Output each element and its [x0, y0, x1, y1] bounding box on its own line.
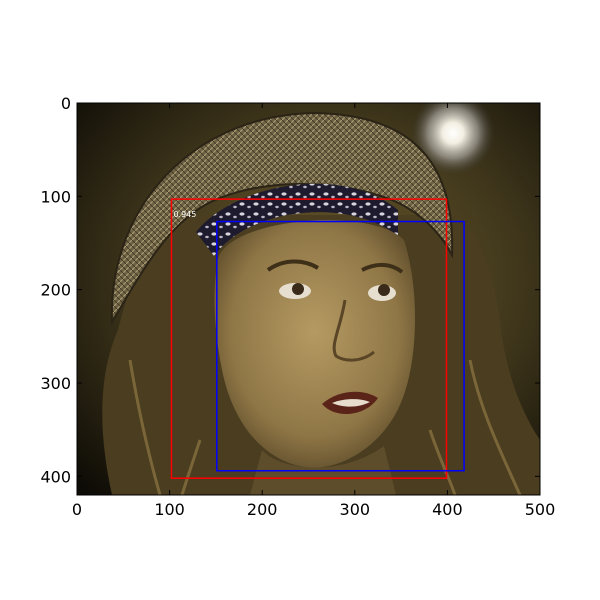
x-tick-label: 0 — [72, 500, 82, 519]
right-brow — [361, 263, 404, 274]
x-tick-label: 100 — [154, 500, 185, 519]
y-tick-label: 100 — [40, 187, 71, 206]
bandana — [196, 183, 398, 256]
y-tick-label: 200 — [40, 281, 71, 300]
left-iris — [292, 283, 304, 295]
detection-score-label: 0.945 — [173, 210, 196, 219]
right-iris — [378, 284, 390, 296]
straw-hat — [110, 111, 454, 326]
hair-strands — [128, 359, 522, 495]
x-tick-label: 500 — [525, 500, 556, 519]
x-tick-label: 300 — [340, 500, 371, 519]
prediction-box — [170, 198, 448, 479]
lamp-light — [411, 103, 495, 175]
photo — [77, 103, 540, 495]
y-tick-label: 400 — [40, 467, 71, 486]
x-tick-label: 400 — [432, 500, 463, 519]
axes-frame — [76, 102, 541, 496]
y-tick-label: 0 — [61, 94, 71, 113]
ground-truth-box — [216, 220, 465, 472]
axis-ticks: 0 100 200 300 400 500 0 100 200 300 400 — [40, 94, 555, 519]
x-tick-label: 200 — [247, 500, 278, 519]
detection-boxes: 0.945 — [170, 198, 465, 479]
y-tick-label: 300 — [40, 374, 71, 393]
nose — [332, 299, 375, 362]
left-brow — [266, 259, 320, 272]
teeth — [332, 399, 370, 407]
